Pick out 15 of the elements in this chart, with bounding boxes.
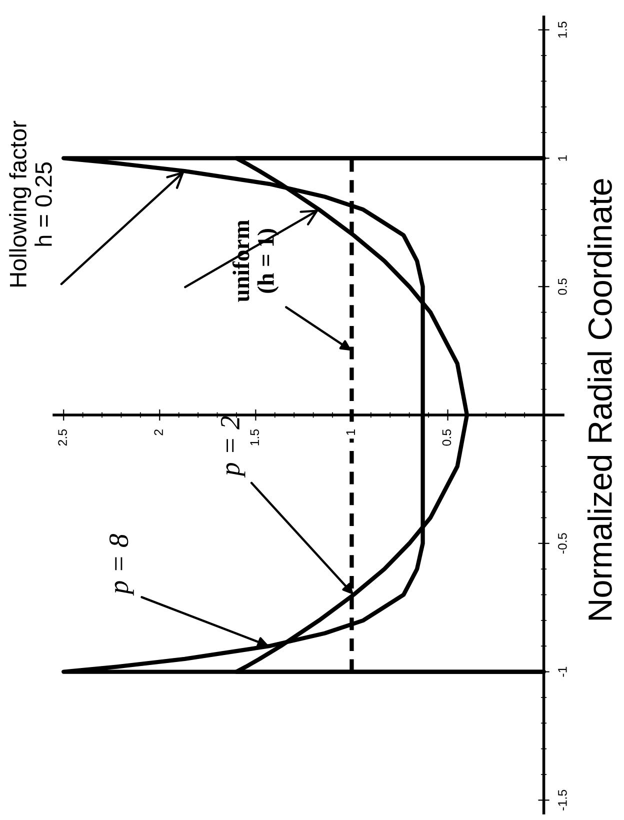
y-tick-label: -1.5 [558, 790, 567, 810]
y-tick-label: 0.5 [558, 278, 567, 295]
annotation: p = 2 [220, 416, 246, 478]
x-tick-label: 1.5 [250, 429, 260, 446]
y-axis-title: Normalized Radial Coordinate [587, 179, 612, 620]
annotation: Hollowing factor h = 0.25 [9, 120, 52, 286]
y-tick-label: -1 [558, 666, 567, 677]
x-tick-label: 1 [346, 430, 355, 435]
x-tick-label: 0.5 [442, 429, 452, 446]
x-tick-label: 2.5 [58, 429, 67, 446]
y-tick-label: -0.5 [558, 533, 567, 554]
y-tick-label: 1 [558, 155, 567, 161]
y-tick-label: 1.5 [558, 22, 567, 38]
x-tick-label: 2 [154, 430, 163, 436]
annotation: p = 8 [109, 534, 134, 596]
